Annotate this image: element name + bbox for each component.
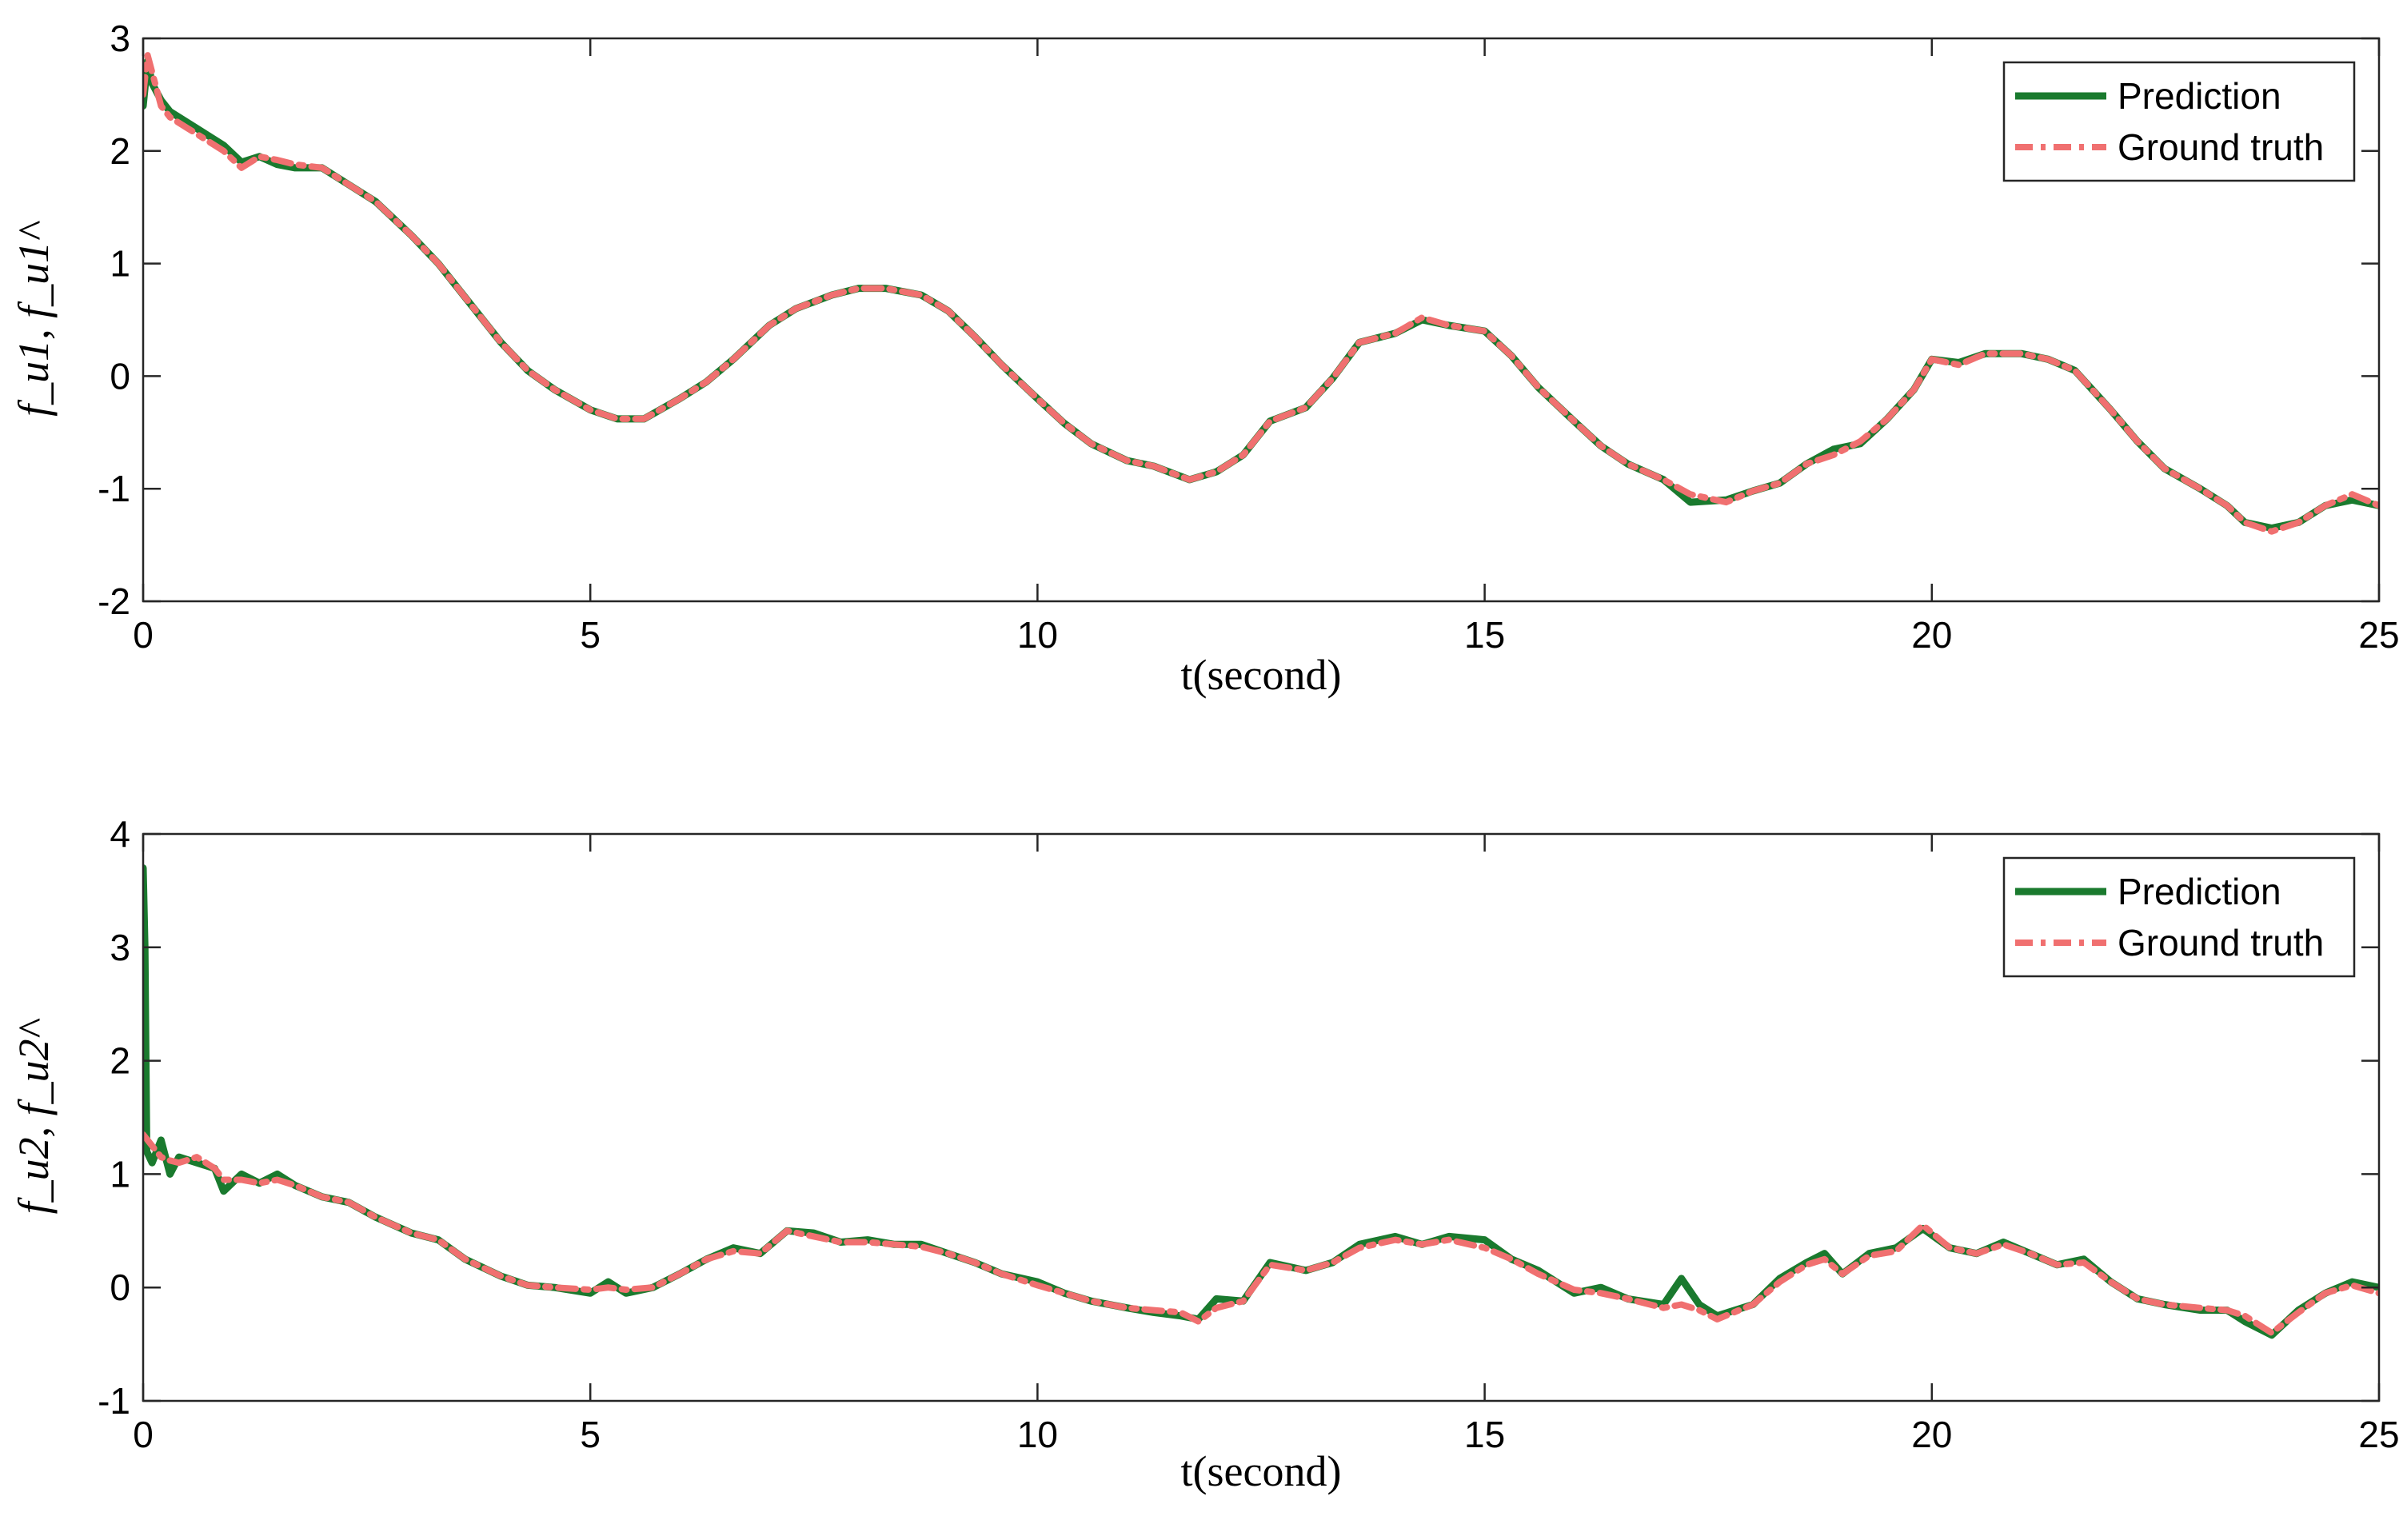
y-tick-label: 0 (110, 355, 130, 397)
x-tick-label: 25 (2358, 1414, 2399, 1455)
legend-box (2002, 856, 2356, 978)
x-tick-label: 25 (2358, 614, 2399, 656)
legend-box (2002, 61, 2356, 182)
legend-label: Prediction (2118, 871, 2281, 912)
x-axis-label: t(second) (1181, 651, 1342, 699)
x-tick-label: 20 (1911, 1414, 1952, 1455)
y-tick-label: 3 (110, 18, 130, 59)
y-tick-label: -1 (98, 468, 130, 509)
x-tick-label: 10 (1017, 614, 1058, 656)
x-tick-label: 10 (1017, 1414, 1058, 1455)
y-tick-label: 4 (110, 813, 130, 855)
legend-label: Ground truth (2118, 922, 2324, 963)
x-tick-label: 5 (580, 614, 601, 656)
legend-label: Prediction (2118, 75, 2281, 117)
y-tick-label: 0 (110, 1267, 130, 1308)
y-tick-label: 3 (110, 927, 130, 968)
y-tick-label: 2 (110, 1040, 130, 1082)
legend: Prediction Ground truth (2002, 856, 2356, 978)
legend: Prediction Ground truth (2002, 61, 2356, 182)
y-axis-label: f_u2, f_u2^ (10, 1018, 58, 1214)
x-tick-label: 0 (133, 1414, 154, 1455)
x-tick-label: 15 (1464, 1414, 1505, 1455)
y-tick-label: -2 (98, 580, 130, 622)
top-panel: 0 5 10 15 20 25 -2 -1 0 1 2 3 t(second) f_u1, f_u1^ Pr… (10, 18, 2400, 699)
x-axis-label: t(second) (1181, 1447, 1342, 1495)
x-tick-label: 0 (133, 614, 154, 656)
y-axis-label: f_u1, f_u1^ (10, 221, 58, 417)
axes-frame (142, 37, 2381, 603)
series-line-ground-truth (143, 52, 2379, 535)
x-tick-label: 20 (1911, 614, 1952, 656)
y-tick-label: 1 (110, 1153, 130, 1195)
axes-frame (142, 832, 2381, 1402)
series-group (143, 52, 2379, 535)
x-tick-label: 5 (580, 1414, 601, 1455)
series-group (143, 864, 2379, 1339)
series-line-ground-truth (143, 1131, 2379, 1336)
x-tick-label: 15 (1464, 614, 1505, 656)
y-tick-label: 1 (110, 243, 130, 285)
legend-label: Ground truth (2118, 126, 2324, 168)
y-tick-label: -1 (98, 1380, 130, 1422)
y-tick-label: 2 (110, 130, 130, 172)
